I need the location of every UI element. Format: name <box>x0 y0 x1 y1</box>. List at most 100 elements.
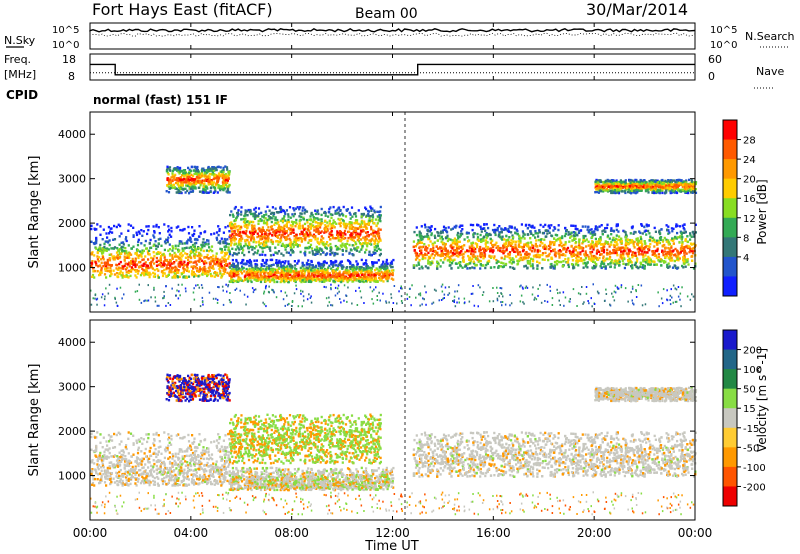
power-cell <box>103 242 106 246</box>
power-cell <box>377 247 380 251</box>
power-cell <box>352 230 355 234</box>
power-cell <box>350 236 353 239</box>
power-cell <box>245 243 248 247</box>
power-cell <box>244 262 247 265</box>
power-cell <box>303 228 306 232</box>
power-cell <box>604 259 607 262</box>
power-cell <box>258 267 261 271</box>
power-cell <box>258 243 261 247</box>
power-cell <box>378 276 381 280</box>
power-cell <box>166 266 169 270</box>
power-cell <box>253 217 257 220</box>
power-cell <box>514 250 517 254</box>
power-cell <box>461 224 464 227</box>
power-cell <box>237 234 240 237</box>
power-cell <box>288 268 291 271</box>
power-cell <box>337 279 340 282</box>
power-cell <box>288 242 292 245</box>
power-cell <box>223 257 226 260</box>
power-cell <box>99 258 103 261</box>
power-cell <box>360 230 363 233</box>
power-cell <box>322 274 326 277</box>
power-cell <box>142 230 145 233</box>
power-cell <box>232 274 235 278</box>
power-cell <box>348 230 351 233</box>
power-cell <box>480 227 483 231</box>
power-cell <box>479 267 482 270</box>
power-cell <box>167 185 170 188</box>
power-cell <box>134 257 137 260</box>
power-cell <box>269 254 273 257</box>
power-cell <box>194 253 197 256</box>
power-cell <box>354 226 357 230</box>
power-cell <box>198 266 202 269</box>
power-cell <box>99 233 102 236</box>
power-cell <box>302 267 305 270</box>
nave-label: Nave <box>756 65 784 78</box>
power-cell <box>297 224 301 228</box>
power-cell <box>530 250 533 253</box>
power-cell <box>365 259 368 262</box>
power-cell <box>260 276 264 279</box>
power-cell <box>176 169 179 172</box>
power-cell <box>443 228 446 231</box>
power-cell <box>135 233 139 237</box>
power-cell <box>279 237 282 241</box>
power-cell <box>451 259 454 263</box>
power-cell <box>352 266 356 269</box>
power-cell <box>215 231 219 234</box>
power-cell <box>257 207 261 210</box>
power-cell <box>170 186 173 190</box>
power-cell <box>271 234 274 237</box>
power-cell <box>194 260 197 263</box>
power-cell <box>679 235 682 238</box>
power-cell <box>209 272 212 276</box>
power-cell <box>245 227 249 230</box>
power-cell <box>247 268 250 272</box>
power-cell <box>366 270 369 273</box>
power-cell <box>299 269 302 272</box>
power-cell <box>692 235 695 238</box>
power-cell <box>309 215 312 218</box>
power-cell <box>197 186 200 189</box>
power-cell <box>223 245 226 248</box>
power-cell <box>516 229 519 233</box>
power-cell <box>643 267 646 270</box>
power-cell <box>125 271 128 274</box>
power-cell <box>538 256 541 259</box>
power-cell <box>317 212 320 216</box>
power-cell <box>91 275 94 278</box>
power-cell <box>256 249 260 252</box>
power-cell <box>375 231 378 234</box>
power-cell <box>313 226 316 229</box>
power-cell <box>163 254 166 257</box>
power-cell <box>537 235 540 238</box>
power-cell <box>334 253 337 256</box>
power-cell <box>115 267 118 270</box>
power-cell <box>323 278 326 281</box>
power-cell <box>363 220 366 223</box>
power-cell <box>184 187 187 190</box>
power-cell <box>191 273 194 277</box>
power-cell <box>157 263 160 267</box>
power-cell <box>119 260 122 264</box>
power-cell <box>283 235 286 239</box>
power-cell <box>365 207 368 211</box>
power-cell <box>569 251 572 254</box>
power-cell <box>231 233 234 236</box>
power-cell <box>680 245 683 248</box>
power-cell <box>354 215 358 218</box>
power-cell <box>324 253 327 257</box>
noise-ytick-bottom: 10^0 <box>52 40 79 51</box>
power-cell <box>689 234 692 237</box>
power-cell <box>307 233 310 237</box>
power-cell <box>360 238 363 241</box>
power-cell <box>231 258 234 262</box>
power-cell <box>365 243 368 246</box>
power-cell <box>594 227 597 231</box>
power-cell <box>548 244 551 248</box>
power-cell <box>270 240 273 244</box>
power-cell <box>185 269 188 272</box>
power-cell <box>269 272 272 275</box>
power-cell <box>356 235 359 238</box>
